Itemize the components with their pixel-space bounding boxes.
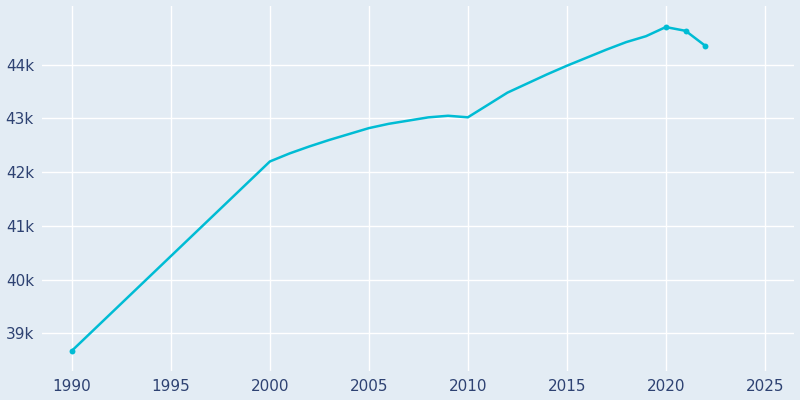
Point — [699, 43, 712, 49]
Point — [66, 348, 78, 354]
Point — [679, 28, 692, 34]
Point — [659, 24, 672, 30]
